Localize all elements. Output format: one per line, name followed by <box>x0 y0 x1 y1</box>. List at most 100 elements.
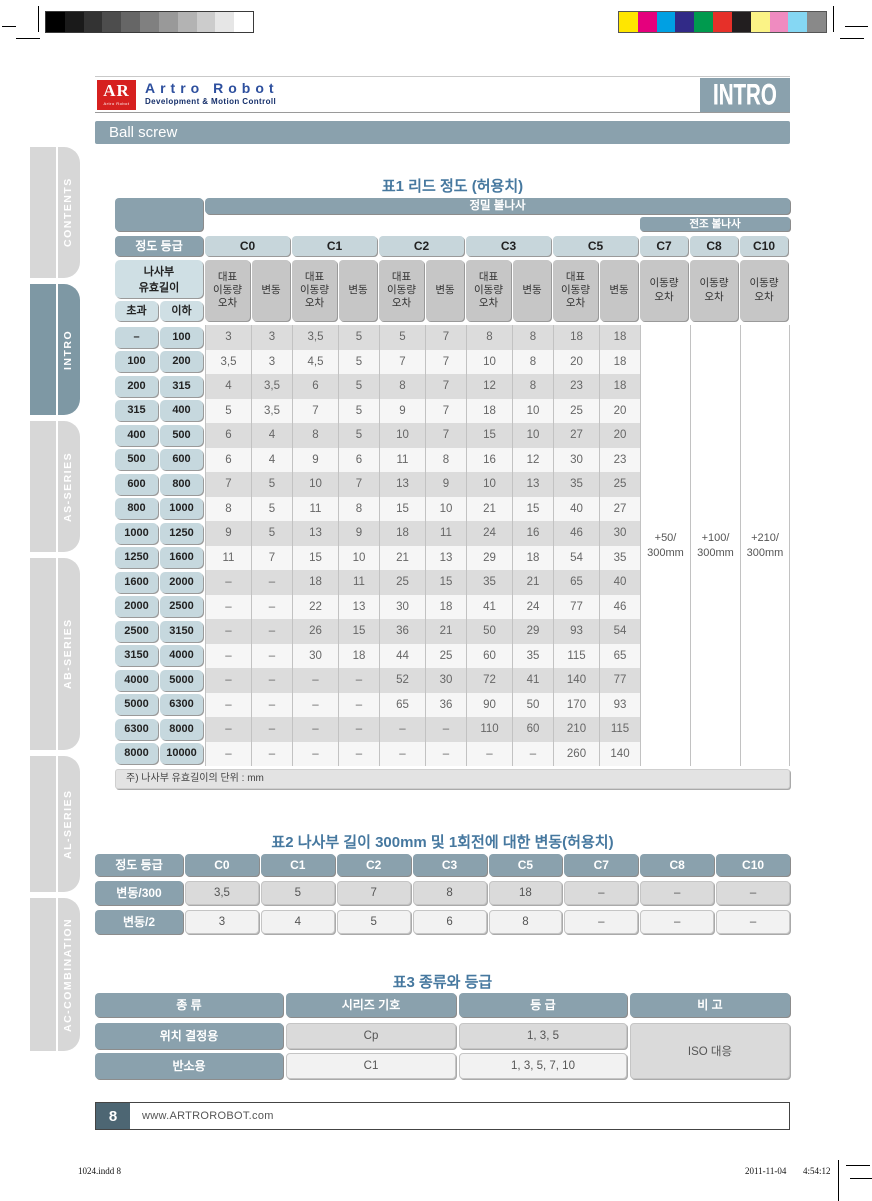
grade-cell: 1, 3, 5 <box>459 1023 627 1049</box>
table1-title: 표1 리드 정도 (허용치) <box>381 178 524 195</box>
rep-travel-error-label: 대표 이동량 오차 <box>466 260 511 321</box>
row-values: – – – – – – – – 260 140 <box>205 741 640 766</box>
brand-tagline: Development & Motion Controll <box>145 97 277 106</box>
sidebar-item-ac-combination[interactable]: AC-COMBINATION <box>30 898 80 1051</box>
sidebar-item-al-series[interactable]: AL-SERIES <box>30 756 80 892</box>
table-row: 1000 1250 9 5 13 9 18 11 24 16 46 30 <box>115 521 790 546</box>
row-values: – – – – – – 110 60 210 115 <box>205 717 640 742</box>
grayscale-calibration-bar <box>45 11 254 33</box>
row-values: – – 26 15 36 21 50 29 93 54 <box>205 619 640 644</box>
company-logo: AR Artro Robot <box>97 80 136 110</box>
row-values: – – – – 65 36 90 50 170 93 <box>205 692 640 717</box>
over-value-cell: 315 <box>115 400 158 422</box>
under-value-cell: 400 <box>160 400 203 422</box>
crop-mark <box>16 38 40 39</box>
page-number: 8 <box>96 1103 130 1129</box>
rolled-c10-value: +210/ 300mm <box>740 325 790 766</box>
under-value-cell: 100 <box>160 326 203 348</box>
over-value-cell: – <box>115 326 158 348</box>
precision-ballscrew-band: 정밀 볼나사 <box>205 198 790 214</box>
section-badge: INTRO <box>700 78 790 112</box>
website-url[interactable]: www.ARTROROBOT.com <box>142 1110 274 1122</box>
row-values: 6 4 9 6 11 8 16 12 30 23 <box>205 447 640 472</box>
under-value-cell: 3150 <box>160 620 203 642</box>
table2-title: 표2 나사부 길이 300mm 및 1회전에 대한 변동(허용치) <box>271 834 614 851</box>
color-swatch <box>637 12 657 32</box>
grade-c3: C3 <box>466 236 551 256</box>
over-value-cell: 2500 <box>115 620 158 642</box>
color-calibration-bar <box>618 11 827 33</box>
table2-variation: 정도 등급 C0 C1 C2 C3 C5 C7 C8 C10 변동/300 3,… <box>95 854 790 939</box>
gray-swatch <box>177 12 197 32</box>
table-row: 2000 2500 – – 22 13 30 18 41 24 77 46 <box>115 594 790 619</box>
over-value-cell: 500 <box>115 449 158 471</box>
gray-swatch <box>46 12 65 32</box>
brand-block: Artro Robot Development & Motion Control… <box>145 80 279 107</box>
print-date: 2011-11-04 <box>745 1166 787 1176</box>
page-title: Ball screw <box>95 121 790 144</box>
grade-c8: C8 <box>640 854 715 876</box>
sidebar-item-ab-series[interactable]: AB-SERIES <box>30 558 80 750</box>
over-value-cell: 1600 <box>115 571 158 593</box>
gray-swatch <box>83 12 103 32</box>
fluctuation-label: 변동 <box>513 260 551 321</box>
table1-note: 주) 나사부 유효길이의 단위 : mm <box>115 769 790 789</box>
sidebar-item-as-series[interactable]: AS-SERIES <box>30 421 80 552</box>
under-value-cell: 4000 <box>160 645 203 667</box>
table-row: 600 800 7 5 10 7 13 9 10 13 35 25 <box>115 472 790 497</box>
under-value-cell: 1250 <box>160 522 203 544</box>
table-row: 6300 8000 – – – – – – 110 60 210 115 <box>115 717 790 742</box>
crop-mark <box>2 26 16 27</box>
sidebar-item-intro[interactable]: INTRO <box>30 284 80 415</box>
grade-c7: C7 <box>640 236 688 256</box>
over-value-cell: 6300 <box>115 718 158 740</box>
under-label: 이하 <box>160 301 203 321</box>
row-values: 5 3,5 7 5 9 7 18 10 25 20 <box>205 398 640 423</box>
col-header-series: 시리즈 기호 <box>286 993 456 1017</box>
table-row: 5000 6300 – – – – 65 36 90 50 170 93 <box>115 692 790 717</box>
row-values: – – 30 18 44 25 60 35 115 65 <box>205 643 640 668</box>
row-label: 변동/2 <box>95 910 183 934</box>
corner-blank-cell <box>115 198 203 231</box>
rep-travel-error-label: 대표 이동량 오차 <box>292 260 337 321</box>
grade-cell: 1, 3, 5, 7, 10 <box>459 1053 627 1079</box>
under-value-cell: 1600 <box>160 547 203 569</box>
gray-swatch <box>196 12 216 32</box>
travel-error-label: 이동량 오차 <box>640 260 688 321</box>
table-row: 2500 3150 – – 26 15 36 21 50 29 93 54 <box>115 619 790 644</box>
crop-mark <box>38 6 39 32</box>
page-footer: 8 www.ARTROROBOT.com <box>95 1102 790 1130</box>
grade-c1: C1 <box>292 236 377 256</box>
rolled-ballscrew-band: 전조 볼나사 <box>640 217 790 231</box>
grade-c0: C0 <box>205 236 290 256</box>
sidebar-item-contents[interactable]: CONTENTS <box>30 147 80 278</box>
grade-c7: C7 <box>564 854 639 876</box>
under-value-cell: 8000 <box>160 718 203 740</box>
brand-name: Artro Robot <box>145 80 279 96</box>
remark-cell: ISO 대응 <box>630 1023 790 1079</box>
under-value-cell: 2000 <box>160 571 203 593</box>
table-row: 400 500 6 4 8 5 10 7 15 10 27 20 <box>115 423 790 448</box>
under-value-cell: 10000 <box>160 743 203 765</box>
grade-header-row: 정도 등급 C0 C1 C2 C3 C5 C7 C8 C10 <box>115 236 790 256</box>
row-label-transport: 반소용 <box>95 1053 283 1079</box>
table-row: 1250 1600 11 7 15 10 21 13 29 18 54 35 <box>115 545 790 570</box>
crop-mark <box>845 26 868 27</box>
grade-c2: C2 <box>336 854 411 876</box>
under-value-cell: 1000 <box>160 498 203 520</box>
gray-swatch <box>215 12 235 32</box>
fluctuation-label: 변동 <box>426 260 464 321</box>
row-values: – – 22 13 30 18 41 24 77 46 <box>205 594 640 619</box>
rolled-c7-value: +50/ 300mm <box>640 325 690 766</box>
over-value-cell: 200 <box>115 375 158 397</box>
row-label: 변동/300 <box>95 881 183 905</box>
table1-body: +50/ 300mm +100/ 300mm +210/ 300mm – 100… <box>115 325 790 766</box>
over-value-cell: 100 <box>115 351 158 373</box>
table2-header-row: 정도 등급 C0 C1 C2 C3 C5 C7 C8 C10 <box>95 854 790 876</box>
row-values: 3 3 3,5 5 5 7 8 8 18 18 <box>205 325 640 350</box>
grade-c2: C2 <box>379 236 464 256</box>
row-values: 7 5 10 7 13 9 10 13 35 25 <box>205 472 640 497</box>
row-label-positioning: 위치 결정용 <box>95 1023 283 1049</box>
color-swatch <box>694 12 714 32</box>
